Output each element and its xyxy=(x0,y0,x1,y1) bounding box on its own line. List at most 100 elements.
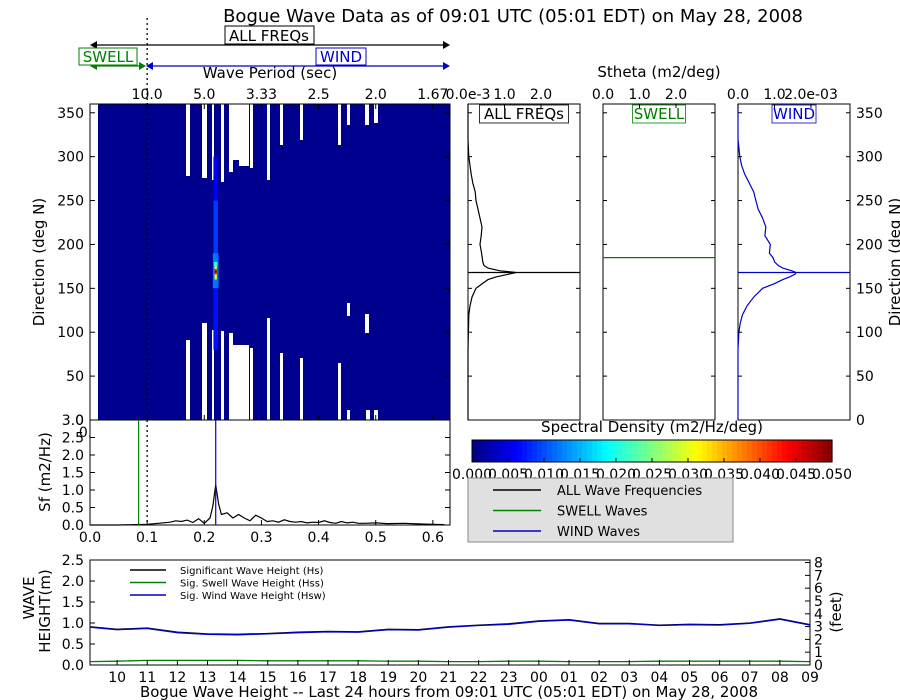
colorbar-segment xyxy=(807,440,813,462)
timeseries-title: Bogue Wave Height -- Last 24 hours from … xyxy=(140,683,758,700)
sf-y-tick-label: 1.5 xyxy=(62,466,84,482)
timeseries-x-tick-label: 07 xyxy=(741,670,759,686)
heatmap-empty-cell xyxy=(212,330,214,420)
heatmap-cell xyxy=(214,262,218,267)
colorbar-tick-label: 0.045 xyxy=(776,467,816,483)
colorbar-segment xyxy=(622,440,628,462)
colorbar-segment xyxy=(667,440,673,462)
timeseries-legend-label: Sig. Swell Wave Height (Hss) xyxy=(180,579,324,590)
colorbar-segment xyxy=(757,440,763,462)
timeseries-x-tick-label: 12 xyxy=(168,670,186,686)
colorbar-segment xyxy=(692,440,698,462)
colorbar-segment xyxy=(687,440,693,462)
stheta-panel-label-box xyxy=(632,104,686,124)
sf-series-line xyxy=(90,484,445,526)
heatmap-empty-cell xyxy=(365,314,369,333)
timeseries-right-tick-label: 6 xyxy=(814,581,823,597)
direction-tick-label: 250 xyxy=(57,194,84,210)
stheta-panel-label: ALL FREQs xyxy=(484,105,564,123)
colorbar-segment xyxy=(602,440,608,462)
heatmap-empty-cell xyxy=(239,345,249,420)
period-tick-label: 10.0 xyxy=(132,87,163,103)
sf-x-tick-label: 0.2 xyxy=(193,530,215,546)
timeseries-right-tick-label: 1 xyxy=(814,645,823,661)
wave-height-timeseries: Significant Wave Height (Hs) Sig. Swell W… xyxy=(20,553,845,700)
colorbar-segment xyxy=(792,440,798,462)
timeseries-y-tick-label: 0.0 xyxy=(62,658,84,674)
timeseries-x-tick-label: 08 xyxy=(771,670,789,686)
sf-axis-label: Sf (m2/Hz) xyxy=(36,432,54,512)
timeseries-right-tick-label: 5 xyxy=(814,594,823,610)
timeseries-x-tick-label: 04 xyxy=(650,670,668,686)
heatmap-empty-cell xyxy=(300,358,303,420)
timeseries-ylabel-line2: HEIGHT(m) xyxy=(36,569,54,653)
colorbar-segment xyxy=(707,440,713,462)
colorbar-segment xyxy=(722,440,728,462)
colorbar-tick-label: 0.050 xyxy=(812,467,852,483)
sf-y-tick-label: 1.0 xyxy=(62,483,84,499)
colorbar-segment xyxy=(577,440,583,462)
timeseries-y-tick-label: 2.0 xyxy=(62,574,84,590)
swell-band-label: SWELL xyxy=(83,48,134,66)
directional-spectrum-heatmap: 0501001502002503003500.00.10.20.30.40.50… xyxy=(30,18,451,460)
wind-band-arrow-right xyxy=(443,62,450,70)
colorbar-segment xyxy=(472,440,478,462)
colorbar-segment xyxy=(787,440,793,462)
timeseries-x-tick-label: 16 xyxy=(289,670,307,686)
timeseries-ylabel-right: (feet) xyxy=(827,591,845,632)
timeseries-right-tick-label: 0 xyxy=(814,658,823,674)
colorbar-segment xyxy=(532,440,538,462)
timeseries-x-tick-label: 10 xyxy=(108,670,126,686)
timeseries-right-tick-label: 2 xyxy=(814,632,823,648)
timeseries-y-tick-label: 1.0 xyxy=(62,616,84,632)
direction-tick-label: 300 xyxy=(57,150,84,166)
heatmap-cell xyxy=(213,156,218,201)
sf-y-tick-label: 0.0 xyxy=(62,518,84,534)
colorbar-segment xyxy=(632,440,638,462)
heatmap-empty-cell xyxy=(347,303,350,316)
colorbar-segment xyxy=(827,440,833,462)
stheta-panel-label: SWELL xyxy=(634,105,685,123)
heatmap-background xyxy=(98,104,450,420)
timeseries-x-tick-label: 17 xyxy=(319,670,337,686)
all-band-arrow-left xyxy=(90,41,97,49)
colorbar-segment xyxy=(627,440,633,462)
colorbar-segment xyxy=(767,440,773,462)
timeseries-x-tick-label: 23 xyxy=(500,670,518,686)
sf-y-tick-label: 2.0 xyxy=(62,448,84,464)
colorbar-segment xyxy=(652,440,658,462)
heatmap-empty-cell xyxy=(186,104,190,176)
swell-band-arrow-right xyxy=(139,62,146,70)
direction-tick-label: 50 xyxy=(66,369,84,385)
colorbar-segment xyxy=(677,440,683,462)
heatmap-empty-cell xyxy=(221,104,224,182)
period-tick-label: 3.33 xyxy=(246,87,277,103)
wind-band-arrow-left xyxy=(146,62,153,70)
colorbar-segment xyxy=(697,440,703,462)
colorbar-segment xyxy=(682,440,688,462)
stheta-panel-frame xyxy=(467,103,581,421)
stheta-panel-label-box xyxy=(479,104,569,124)
stheta-panel-frame xyxy=(602,103,716,421)
stheta-x-tick-label: 2.0 xyxy=(530,87,552,103)
colorbar-segment xyxy=(587,440,593,462)
timeseries-x-tick-label: 21 xyxy=(440,670,458,686)
heatmap-cell xyxy=(213,288,218,350)
stheta-x-tick-label: 0.0e-3 xyxy=(446,87,491,103)
sf-x-tick-label: 0.5 xyxy=(365,530,387,546)
timeseries-x-tick-label: 18 xyxy=(349,670,367,686)
timeseries-y-tick-label: 2.5 xyxy=(62,553,84,569)
stheta-right-tick-label: 100 xyxy=(856,325,883,341)
direction-tick-label: 350 xyxy=(57,106,84,122)
colorbar-segment xyxy=(732,440,738,462)
heatmap-empty-cell xyxy=(347,104,350,125)
sf-x-tick-label: 0.3 xyxy=(250,530,272,546)
colorbar-segment xyxy=(582,440,588,462)
heatmap-empty-cell xyxy=(366,410,370,420)
colorbar-segment xyxy=(502,440,508,462)
sf-x-tick-label: 0.0 xyxy=(79,530,101,546)
colorbar-segment xyxy=(482,440,488,462)
direction-tick-label: 0 xyxy=(75,413,84,429)
stheta-panel-label: WIND xyxy=(773,105,815,123)
